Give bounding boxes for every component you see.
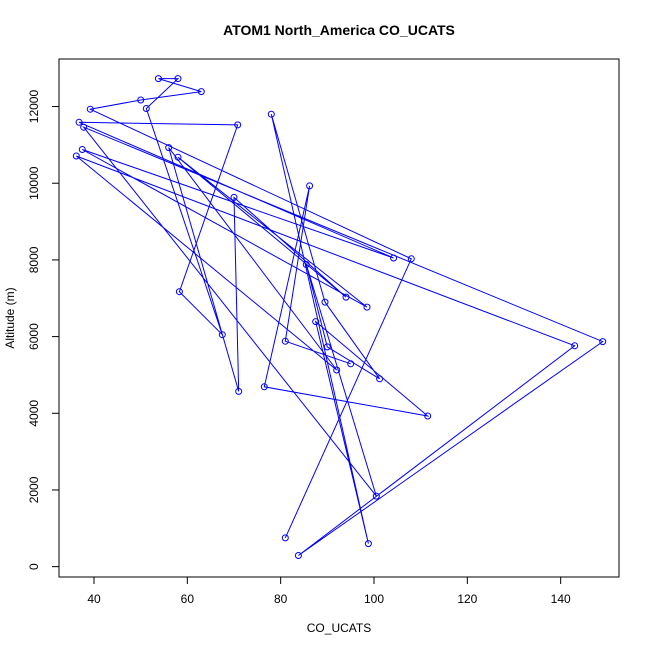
- data-point: [306, 182, 314, 190]
- data-point: [294, 552, 302, 559]
- data-point: [599, 338, 607, 346]
- series-line: [75, 78, 604, 556]
- data-point: [72, 152, 80, 160]
- y-tick-label: 6000: [27, 323, 41, 350]
- data-point: [323, 343, 331, 351]
- chart-title: ATOM1 North_America CO_UCATS: [223, 22, 455, 38]
- data-point: [218, 331, 226, 339]
- x-tick-label: 120: [457, 592, 477, 606]
- series-layer: [72, 75, 607, 559]
- plot-frame: [58, 58, 620, 578]
- x-axis-label: CO_UCATS: [307, 621, 371, 635]
- y-tick-label: 12000: [27, 90, 41, 124]
- data-point: [142, 105, 150, 112]
- data-point: [197, 88, 205, 96]
- y-axis-label: Altitude (m): [3, 287, 17, 348]
- data-point: [281, 534, 289, 542]
- x-tick-label: 140: [551, 592, 571, 606]
- data-point: [342, 293, 350, 301]
- data-point: [80, 123, 88, 131]
- x-tick-label: 40: [87, 592, 101, 606]
- data-point: [407, 255, 415, 263]
- data-point: [267, 110, 275, 118]
- x-tick-label: 100: [364, 592, 384, 606]
- y-tick-label: 10000: [27, 166, 41, 200]
- data-point: [390, 254, 398, 262]
- data-point: [347, 360, 355, 368]
- data-point: [75, 118, 83, 126]
- y-tick-label: 0: [27, 563, 41, 570]
- data-point: [363, 303, 371, 311]
- data-point: [302, 261, 310, 268]
- x-tick-label: 60: [181, 592, 195, 606]
- y-tick-label: 2000: [27, 476, 41, 503]
- y-tick-label: 8000: [27, 246, 41, 273]
- data-point: [235, 387, 243, 395]
- data-point: [571, 342, 579, 350]
- x-tick-label: 80: [274, 592, 288, 606]
- data-point: [174, 75, 182, 83]
- data-point: [312, 318, 320, 326]
- y-axis: 0 2000 4000 6000 8000 10000 12000: [27, 90, 60, 570]
- data-point: [424, 412, 432, 420]
- data-point: [281, 337, 289, 345]
- data-point: [321, 298, 329, 306]
- data-point: [137, 96, 145, 104]
- data-point: [165, 144, 173, 152]
- data-point: [230, 193, 238, 201]
- x-axis: 40 60 80 100 120 140: [87, 576, 571, 606]
- data-point: [260, 383, 268, 391]
- data-point: [175, 288, 183, 296]
- data-point: [376, 375, 384, 383]
- y-tick-label: 4000: [27, 400, 41, 427]
- data-point: [86, 105, 94, 113]
- data-point: [154, 75, 162, 83]
- data-point: [234, 121, 242, 129]
- data-point: [78, 146, 86, 153]
- data-point: [333, 366, 341, 374]
- data-point: [174, 153, 182, 161]
- data-point: [372, 492, 380, 500]
- data-point: [364, 540, 372, 548]
